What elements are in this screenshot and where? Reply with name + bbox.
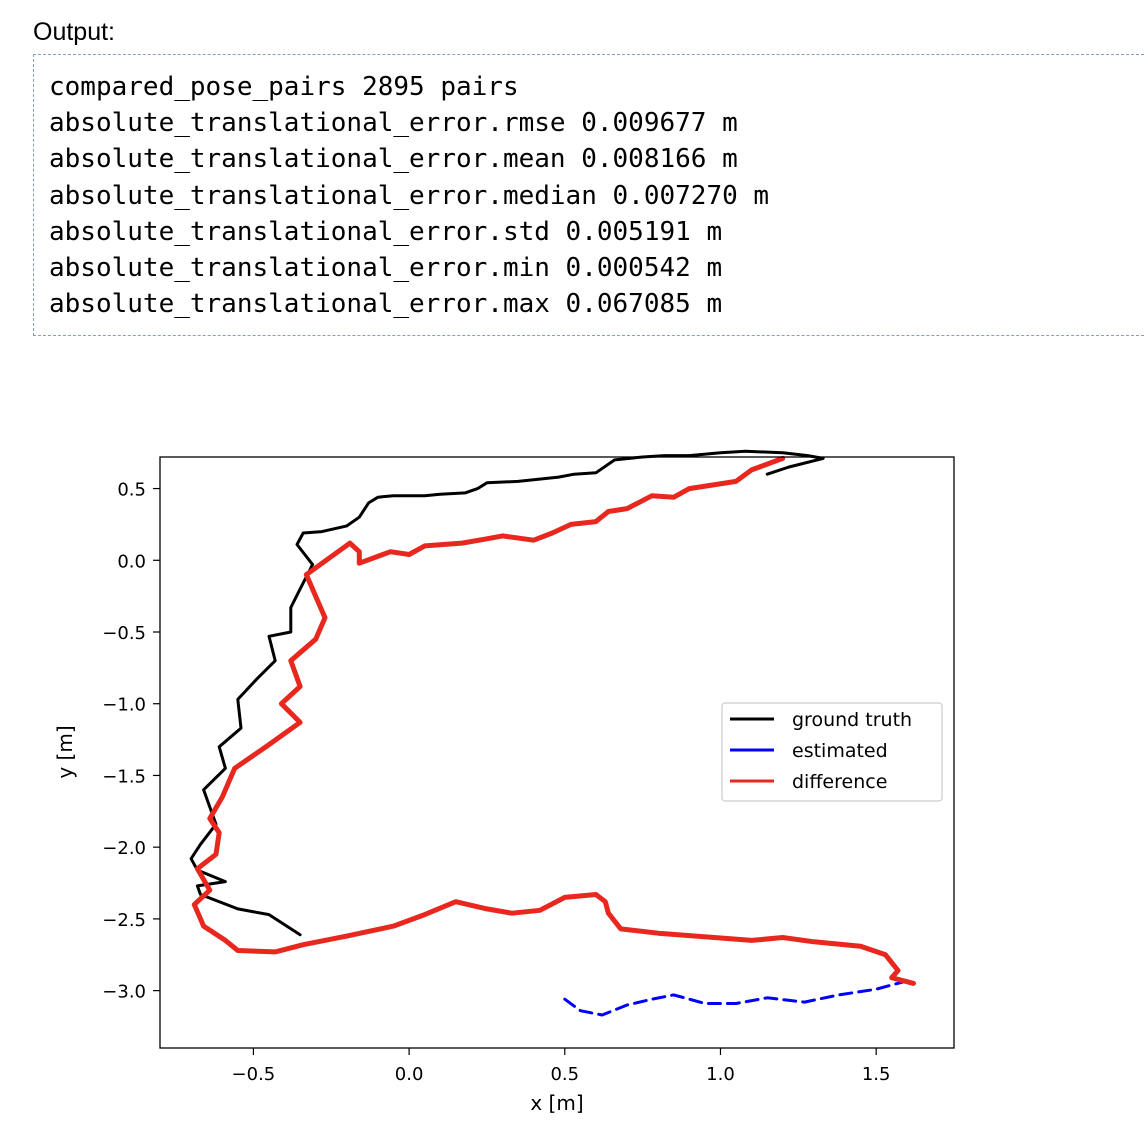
x-tick-label: 1.0 (706, 1064, 735, 1085)
x-tick-label: 0.5 (550, 1064, 579, 1085)
output-line: absolute_translational_error.max 0.06708… (49, 289, 723, 320)
y-axis-label: y [m] (53, 725, 77, 778)
output-box: compared_pose_pairs 2895 pairs absolute_t… (33, 54, 1144, 336)
output-line: absolute_translational_error.median 0.00… (49, 180, 770, 211)
x-axis-label: x [m] (530, 1091, 583, 1115)
output-label: Output: (33, 18, 115, 46)
y-tick-label: −1.0 (102, 695, 146, 716)
output-lines: compared_pose_pairs 2895 pairs absolute_t… (49, 69, 769, 322)
y-tick-label: −2.5 (102, 910, 146, 931)
series-line-ground-truth (189, 449, 825, 937)
y-tick-label: 0.0 (117, 551, 146, 572)
output-line: compared_pose_pairs 2895 pairs (49, 72, 519, 102)
plot-frame (159, 456, 955, 1049)
x-tick-label: 1.5 (862, 1064, 891, 1085)
y-tick-label: 0.5 (117, 480, 146, 501)
legend-label-ground-truth: ground truth (792, 709, 912, 731)
series-line-difference (191, 455, 916, 986)
y-tick-label: −1.5 (102, 766, 146, 787)
output-line: absolute_translational_error.rmse 0.0096… (49, 108, 738, 139)
series-line-estimated (563, 977, 915, 1017)
y-tick-label: −0.5 (102, 623, 146, 644)
x-tick-label: 0.0 (395, 1064, 424, 1085)
legend-label-estimated: estimated (792, 740, 888, 762)
curves-layer (189, 449, 916, 1017)
legend: ground truth estimated difference (721, 702, 943, 802)
x-tick-label: −0.5 (232, 1064, 276, 1085)
x-ticks: −0.5 0.0 0.5 1.0 1.5 (232, 1048, 891, 1085)
y-tick-label: −2.0 (102, 838, 146, 859)
y-ticks: 0.5 0.0 −0.5 −1.0 −1.5 −2.0 −2.5 −3.0 (102, 480, 160, 1003)
output-line: absolute_translational_error.min 0.00054… (49, 253, 723, 284)
legend-label-difference: difference (792, 771, 887, 793)
y-tick-label: −3.0 (102, 982, 146, 1003)
legend-box (721, 702, 943, 802)
trajectory-plot: −0.5 0.0 0.5 1.0 1.5 0.5 0.0 −0.5 −1.0 −1.5 −2.0 −… (53, 449, 955, 1115)
output-line: absolute_translational_error.std 0.00519… (49, 216, 723, 247)
output-line: absolute_translational_error.mean 0.0081… (49, 144, 738, 175)
